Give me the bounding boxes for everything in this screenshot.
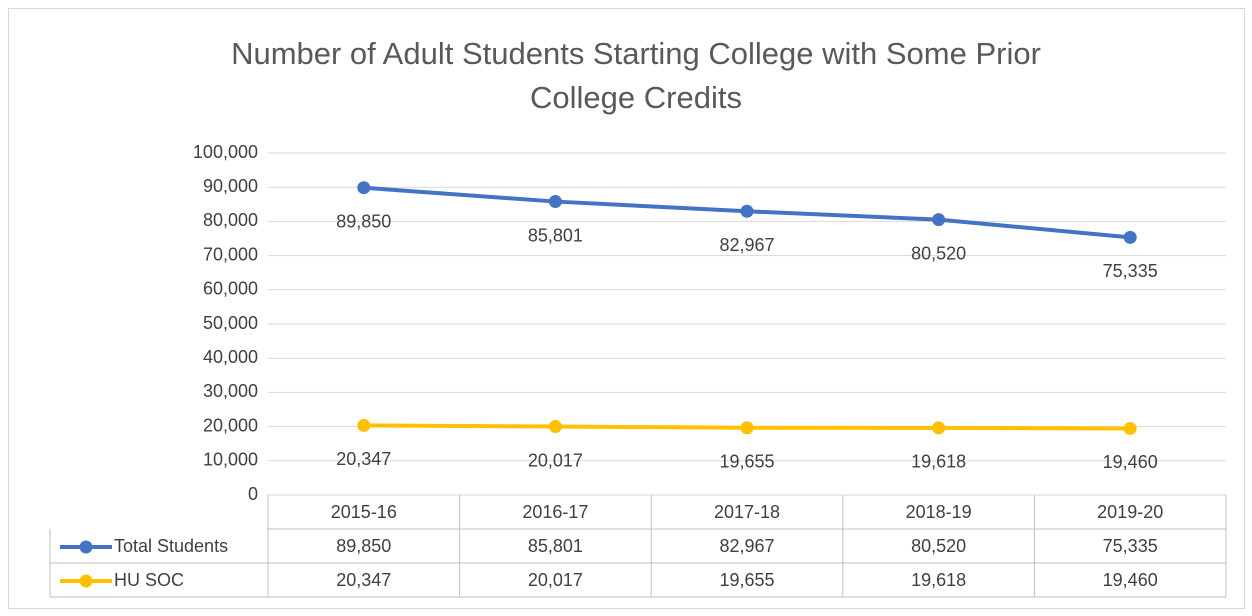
point-marker bbox=[1123, 421, 1137, 435]
point-marker bbox=[1123, 230, 1137, 244]
point-marker bbox=[548, 195, 562, 209]
table-cell: 80,520 bbox=[911, 536, 966, 556]
legend-label: HU SOC bbox=[114, 570, 184, 590]
point-marker bbox=[548, 420, 562, 434]
table-cell: 19,618 bbox=[911, 570, 966, 590]
table-cell: 20,347 bbox=[336, 570, 391, 590]
table-cell: 19,655 bbox=[719, 570, 774, 590]
chart-title: Number of Adult Students Starting Colleg… bbox=[231, 36, 1041, 115]
chart-border bbox=[8, 8, 1245, 609]
legend-marker bbox=[79, 574, 93, 588]
y-tick-label: 90,000 bbox=[203, 176, 258, 196]
x-tick-label: 2015-16 bbox=[331, 502, 397, 522]
y-tick-label: 50,000 bbox=[203, 313, 258, 333]
table-cell: 85,801 bbox=[528, 536, 583, 556]
data-label: 19,460 bbox=[1103, 452, 1158, 472]
point-marker bbox=[740, 421, 754, 435]
y-tick-label: 10,000 bbox=[203, 450, 258, 470]
data-label: 19,655 bbox=[719, 452, 774, 472]
y-tick-label: 0 bbox=[248, 484, 258, 504]
x-tick-label: 2018-19 bbox=[906, 502, 972, 522]
table-cell: 20,017 bbox=[528, 570, 583, 590]
data-label: 19,618 bbox=[911, 452, 966, 472]
data-label: 20,017 bbox=[528, 450, 583, 470]
y-tick-label: 20,000 bbox=[203, 415, 258, 435]
point-marker bbox=[932, 213, 946, 227]
table-cell: 82,967 bbox=[719, 536, 774, 556]
y-tick-label: 100,000 bbox=[193, 142, 258, 162]
legend-marker bbox=[79, 540, 93, 554]
point-marker bbox=[740, 204, 754, 218]
data-label: 82,967 bbox=[719, 235, 774, 255]
data-label: 75,335 bbox=[1103, 261, 1158, 281]
x-tick-label: 2019-20 bbox=[1097, 502, 1163, 522]
y-tick-label: 80,000 bbox=[203, 210, 258, 230]
y-tick-label: 30,000 bbox=[203, 381, 258, 401]
data-label: 85,801 bbox=[528, 225, 583, 245]
legend-label: Total Students bbox=[114, 536, 228, 556]
x-tick-label: 2016-17 bbox=[522, 502, 588, 522]
data-label: 80,520 bbox=[911, 243, 966, 263]
y-tick-label: 70,000 bbox=[203, 244, 258, 264]
point-marker bbox=[357, 418, 371, 432]
y-tick-label: 60,000 bbox=[203, 279, 258, 299]
y-tick-label: 40,000 bbox=[203, 347, 258, 367]
table-cell: 89,850 bbox=[336, 536, 391, 556]
data-label: 20,347 bbox=[336, 449, 391, 469]
point-marker bbox=[357, 181, 371, 195]
data-label: 89,850 bbox=[336, 211, 391, 231]
point-marker bbox=[932, 421, 946, 435]
table-cell: 19,460 bbox=[1103, 570, 1158, 590]
table-cell: 75,335 bbox=[1103, 536, 1158, 556]
x-tick-label: 2017-18 bbox=[714, 502, 780, 522]
